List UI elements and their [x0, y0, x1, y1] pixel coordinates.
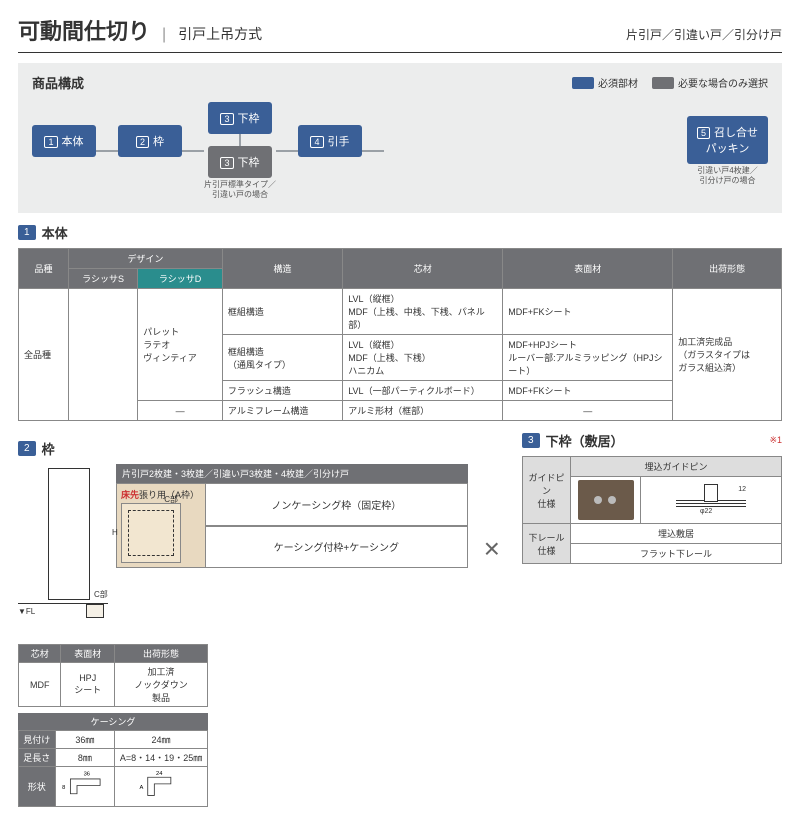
waku-table: 片引戸2枚建・3枚建／引違い戸3枚建・4枚建／引分け戸 床先張り用（A枠） C部…: [116, 464, 468, 568]
flow: 1本体 2枠 3下枠 3下枠 片引戸標準タイプ／ 引違い戸の場合 4引手: [32, 102, 768, 199]
shitawaku-table: ガイドピン 仕様 埋込ガイドピン φ22 12 下レー: [522, 456, 782, 564]
page-header: 可動間仕切り | 引戸上吊方式 片引戸／引違い戸／引分け戸: [18, 14, 782, 53]
section-1-header: 1 本体: [18, 223, 782, 242]
legend-required-swatch: [572, 77, 594, 89]
svg-text:A: A: [140, 785, 144, 791]
flow-note-5: 引違い戸4枚建／ 引分け戸の場合: [697, 166, 757, 185]
page-title: 可動間仕切り: [18, 14, 150, 46]
casing-table: 見付け36㎜24㎜ 足長さ8㎜A=8・14・19・25㎜ 形状 36 8: [18, 730, 208, 807]
section-1-title: 本体: [42, 223, 68, 242]
legend-optional-swatch: [652, 77, 674, 89]
section-3-title: 下枠（敷居）: [546, 431, 624, 450]
section-2-header: 2 枠: [18, 439, 508, 458]
casing-shape-1-icon: 36 8: [60, 769, 111, 802]
spec-table: 品種 デザイン 構造 芯材 表面材 出荷形態 ラシッサS ラシッサD 全品種 パ…: [18, 248, 782, 421]
section-2-title: 枠: [42, 439, 55, 458]
multiply-icon: ×: [476, 533, 508, 565]
flow-node-4: 4引手: [298, 125, 362, 157]
flow-node-3b: 3下枠: [208, 146, 272, 178]
svg-text:8: 8: [62, 785, 65, 791]
composition-panel: 商品構成 必須部材 必要な場合のみ選択 1本体 2枠 3下枠 3下枠: [18, 63, 782, 213]
casing-shape-2-icon: 24 A: [119, 769, 203, 802]
legend-optional-label: 必要な場合のみ選択: [678, 75, 768, 90]
legend: 必須部材 必要な場合のみ選択: [572, 75, 768, 90]
flow-node-2: 2枠: [118, 125, 182, 157]
flow-node-3a: 3下枠: [208, 102, 272, 134]
legend-required-label: 必須部材: [598, 75, 638, 90]
flow-note-3b: 片引戸標準タイプ／ 引違い戸の場合: [204, 180, 276, 199]
title-separator: |: [162, 26, 166, 44]
guide-pin-diagram: φ22 12: [676, 480, 746, 520]
material-small-table: 芯材表面材出荷形態 MDFHPJ シート加工済 ノックダウン 製品: [18, 644, 208, 707]
section-3-note: ※1: [769, 435, 782, 446]
flow-node-1: 1本体: [32, 125, 96, 157]
guide-pin-photo: [578, 480, 634, 520]
flow-node-5: 5召し合せ パッキン: [687, 116, 768, 164]
casing-header: ケーシング: [18, 713, 208, 730]
header-right: 片引戸／引違い戸／引分け戸: [626, 26, 782, 43]
page-subtitle: 引戸上吊方式: [178, 24, 262, 44]
svg-text:36: 36: [83, 772, 89, 778]
section-3-header: 3 下枠（敷居）: [522, 431, 624, 450]
svg-text:24: 24: [156, 771, 163, 777]
door-diagram: ▼FL C部: [18, 464, 108, 634]
composition-title: 商品構成: [32, 73, 84, 92]
